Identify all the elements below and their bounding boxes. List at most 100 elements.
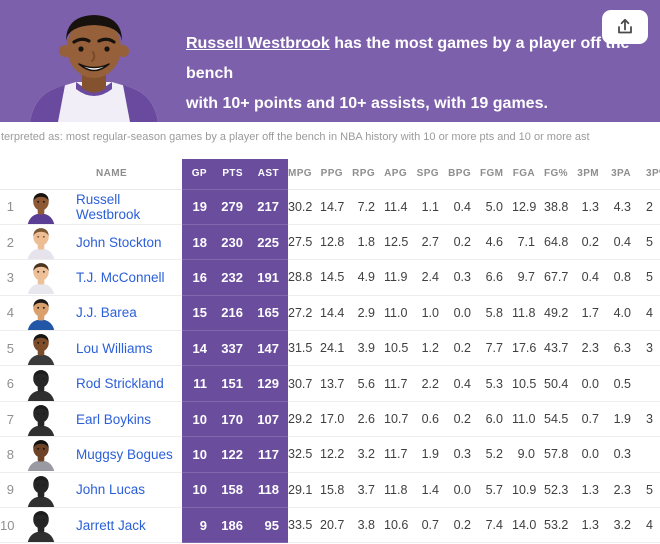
ast-cell: 165 bbox=[252, 295, 288, 332]
col-header-gp[interactable]: GP bbox=[182, 159, 216, 190]
player-name-cell: T.J. McConnell bbox=[64, 259, 182, 296]
col-header-name[interactable]: NAME bbox=[64, 159, 182, 190]
rank-cell: 10 bbox=[0, 507, 18, 544]
stat-cell-fgm: 5.8 bbox=[480, 295, 512, 332]
stat-cell-apg: 11.0 bbox=[384, 295, 416, 332]
stat-cell-3pa: 0.5 bbox=[608, 365, 640, 402]
stat-cell-3pa: 4.0 bbox=[608, 295, 640, 332]
col-header-ast[interactable]: AST bbox=[252, 159, 288, 190]
stat-cell-fgm: 5.7 bbox=[480, 472, 512, 509]
col-header-bpg[interactable]: BPG bbox=[448, 159, 480, 190]
col-header-3ppct[interactable]: 3P% bbox=[640, 159, 660, 190]
avatar-cell bbox=[18, 436, 64, 473]
stat-cell-mpg: 27.5 bbox=[288, 224, 320, 261]
avatar-cell bbox=[18, 472, 64, 509]
col-header-ppg[interactable]: PPG bbox=[320, 159, 352, 190]
player-avatar[interactable] bbox=[24, 508, 58, 543]
col-header-fgm[interactable]: FGM bbox=[480, 159, 512, 190]
col-header-3pm[interactable]: 3PM bbox=[576, 159, 608, 190]
player-name-link[interactable]: Russell Westbrook bbox=[76, 191, 141, 222]
stat-cell-3ppct: 5 bbox=[640, 259, 660, 296]
stat-cell-fgpct: 50.4 bbox=[544, 365, 576, 402]
col-header-rpg[interactable]: RPG bbox=[352, 159, 384, 190]
col-header-3pa[interactable]: 3PA bbox=[608, 159, 640, 190]
player-name-link[interactable]: John Lucas bbox=[76, 482, 146, 498]
player-name-cell: J.J. Barea bbox=[64, 295, 182, 332]
avatar-cell bbox=[18, 330, 64, 367]
stat-cell-bpg: 0.2 bbox=[448, 224, 480, 261]
stat-cell-fgpct: 52.3 bbox=[544, 472, 576, 509]
table-row: 8 Muggsy Bogues 10 122 117 32.5 12.2 3.2… bbox=[0, 436, 660, 473]
stat-cell-spg: 2.7 bbox=[416, 224, 448, 261]
player-avatar[interactable] bbox=[24, 473, 58, 507]
player-name-link[interactable]: Jarrett Jack bbox=[76, 517, 146, 533]
stat-cell-bpg: 0.2 bbox=[448, 330, 480, 367]
col-header-mpg[interactable]: MPG bbox=[288, 159, 320, 190]
stat-cell-spg: 1.2 bbox=[416, 330, 448, 367]
player-name-cell: Russell Westbrook bbox=[64, 189, 182, 225]
gp-cell: 11 bbox=[182, 365, 216, 402]
col-header-fga[interactable]: FGA bbox=[512, 159, 544, 190]
col-header-apg[interactable]: APG bbox=[384, 159, 416, 190]
stat-cell-apg: 10.7 bbox=[384, 401, 416, 438]
player-name-link[interactable]: Muggsy Bogues bbox=[76, 446, 173, 462]
avatar-cell bbox=[18, 401, 64, 438]
stat-cell-apg: 10.5 bbox=[384, 330, 416, 367]
player-name-link[interactable]: J.J. Barea bbox=[76, 305, 137, 321]
table-row: 4 J.J. Barea 15 216 165 27.2 14.4 2.9 11… bbox=[0, 295, 660, 332]
player-avatar[interactable] bbox=[24, 331, 58, 366]
stat-cell-fga: 14.0 bbox=[512, 507, 544, 544]
stat-cell-3ppct: 3 bbox=[640, 401, 660, 438]
player-name-link[interactable]: Lou Williams bbox=[76, 340, 153, 356]
player-avatar[interactable] bbox=[24, 437, 58, 472]
headline-player-link[interactable]: Russell Westbrook bbox=[186, 35, 330, 52]
pts-cell: 279 bbox=[216, 189, 252, 225]
stat-cell-rpg: 3.7 bbox=[352, 472, 384, 509]
rank-cell: 9 bbox=[0, 472, 18, 509]
player-name-link[interactable]: Earl Boykins bbox=[76, 411, 152, 427]
stat-cell-3pa: 1.9 bbox=[608, 401, 640, 438]
col-header-pts[interactable]: PTS bbox=[216, 159, 252, 190]
share-button[interactable] bbox=[602, 10, 648, 44]
stat-cell-3pm: 0.4 bbox=[576, 259, 608, 296]
stat-cell-3ppct: 2 bbox=[640, 189, 660, 225]
pts-cell: 337 bbox=[216, 330, 252, 367]
stat-cell-ppg: 12.8 bbox=[320, 224, 352, 261]
stat-cell-spg: 1.0 bbox=[416, 295, 448, 332]
stat-cell-ppg: 12.2 bbox=[320, 436, 352, 473]
stat-cell-fga: 11.8 bbox=[512, 295, 544, 332]
pts-cell: 216 bbox=[216, 295, 252, 332]
player-avatar[interactable] bbox=[24, 225, 58, 260]
player-avatar[interactable] bbox=[24, 402, 58, 437]
stat-cell-fgpct: 53.2 bbox=[544, 507, 576, 544]
col-header-avatar bbox=[18, 159, 64, 190]
stat-cell-rpg: 5.6 bbox=[352, 365, 384, 402]
stat-cell-rpg: 2.6 bbox=[352, 401, 384, 438]
col-header-spg[interactable]: SPG bbox=[416, 159, 448, 190]
stat-cell-rpg: 3.9 bbox=[352, 330, 384, 367]
ast-cell: 191 bbox=[252, 259, 288, 296]
stat-cell-3pm: 0.7 bbox=[576, 401, 608, 438]
gp-cell: 18 bbox=[182, 224, 216, 261]
player-name-link[interactable]: T.J. McConnell bbox=[76, 269, 165, 285]
player-name-link[interactable]: Rod Strickland bbox=[76, 376, 164, 392]
player-avatar[interactable] bbox=[24, 367, 58, 401]
stat-cell-bpg: 0.0 bbox=[448, 472, 480, 509]
player-name-cell: Jarrett Jack bbox=[64, 507, 182, 544]
stat-cell-3pa: 4.3 bbox=[608, 189, 640, 225]
player-avatar[interactable] bbox=[24, 260, 58, 295]
col-header-fgpct[interactable]: FG% bbox=[544, 159, 576, 190]
stat-cell-ppg: 20.7 bbox=[320, 507, 352, 544]
player-name-link[interactable]: John Stockton bbox=[76, 234, 162, 250]
table-row: 10 Jarrett Jack 9 186 95 33.5 20.7 3.8 1… bbox=[0, 507, 660, 544]
pts-cell: 232 bbox=[216, 259, 252, 296]
stat-cell-fgpct: 54.5 bbox=[544, 401, 576, 438]
gp-cell: 10 bbox=[182, 436, 216, 473]
player-avatar[interactable] bbox=[24, 296, 58, 330]
hero-banner: Russell Westbrook has the most games by … bbox=[0, 0, 660, 122]
stat-cell-fga: 9.0 bbox=[512, 436, 544, 473]
gp-cell: 9 bbox=[182, 507, 216, 544]
share-upload-icon bbox=[618, 18, 632, 34]
player-illustration bbox=[8, 4, 180, 122]
player-avatar[interactable] bbox=[24, 190, 58, 224]
